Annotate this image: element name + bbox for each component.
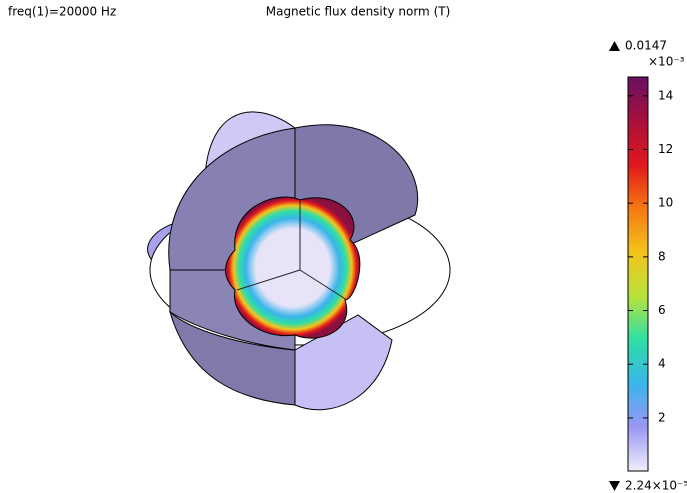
field-plot [148,112,450,410]
tick-label: 6 [658,303,666,317]
tick-label: 4 [658,357,666,371]
max-marker [609,41,620,51]
min-marker [609,481,620,491]
page: freq(1)=20000 Hz Magnetic flux density n… [0,0,687,493]
tick-label: 12 [658,142,673,156]
tick-label: 8 [658,249,666,263]
tick-label: 10 [658,196,673,210]
min-label: 2.24×10⁻⁵ [625,479,687,493]
tick-label: 2 [658,410,666,424]
tick-label: 14 [658,88,673,102]
colorbar-scale [628,77,648,471]
field-core [226,197,360,338]
frequency-label: freq(1)=20000 Hz [8,5,116,19]
chart-title: Magnetic flux density norm (T) [266,5,451,19]
scale-label: ×10⁻³ [648,55,685,69]
max-label: 0.0147 [625,39,667,53]
colorbar: 2 4 6 8 10 12 14 0.0147 ×10⁻³ 2.24×10⁻⁵ [609,39,687,493]
chart: freq(1)=20000 Hz Magnetic flux density n… [0,0,687,493]
